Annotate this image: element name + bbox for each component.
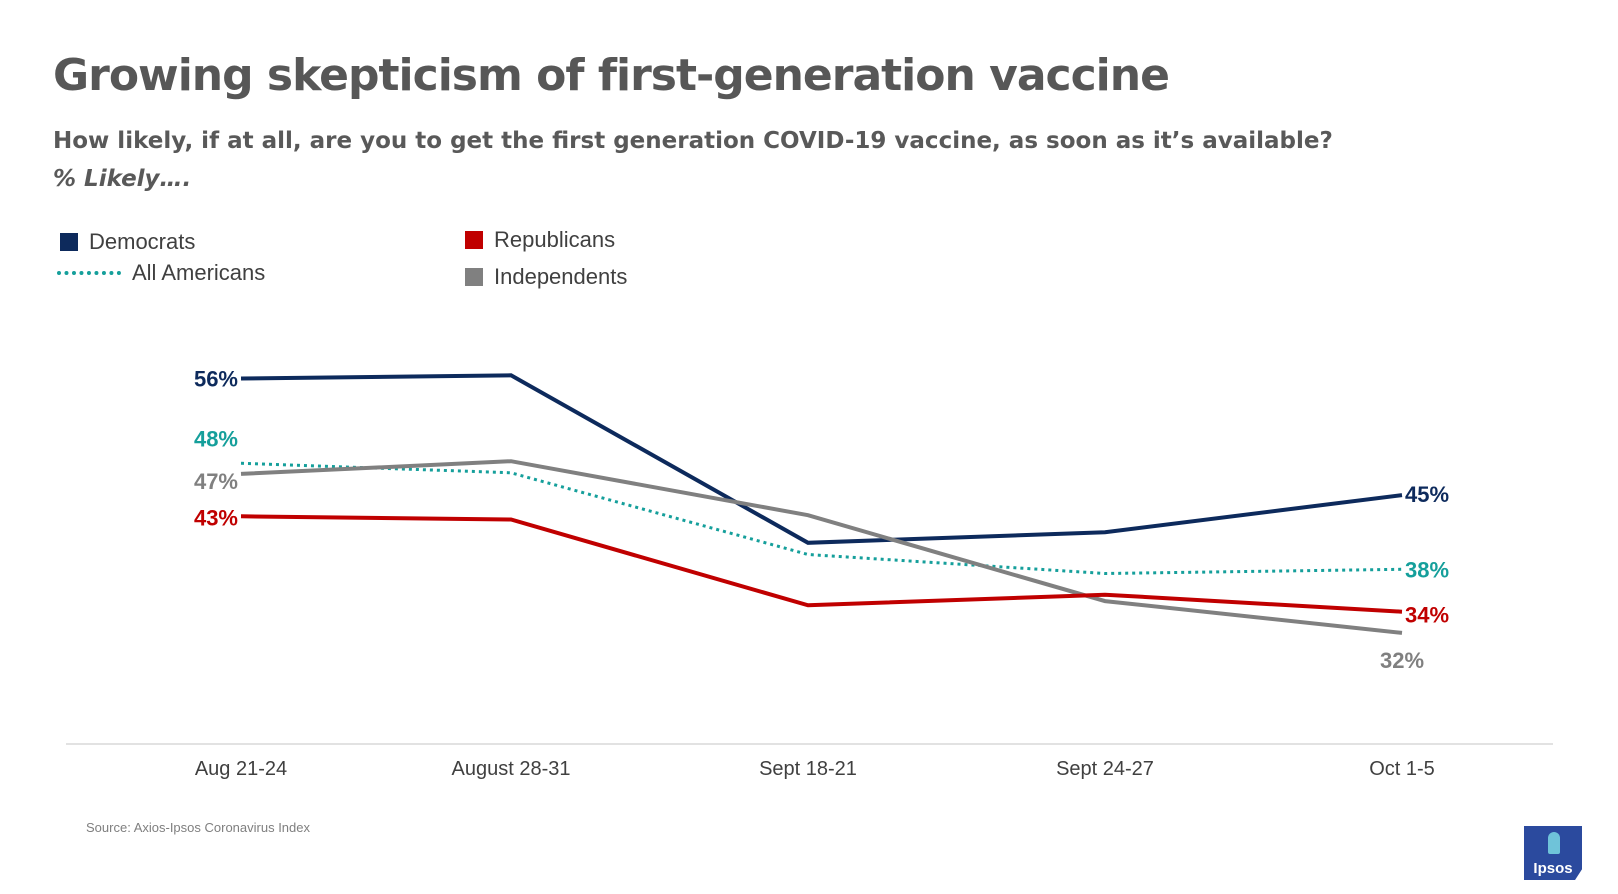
x-tick-label: August 28-31 xyxy=(452,758,571,780)
data-label-first-independents: 47% xyxy=(194,469,238,494)
logo-text: Ipsos xyxy=(1533,860,1573,877)
logo-icon xyxy=(1548,832,1560,854)
legend-all-americans: All Americans xyxy=(57,260,265,286)
data-label-last-independents: 32% xyxy=(1380,648,1424,673)
x-tick-label: Oct 1-5 xyxy=(1369,758,1435,780)
legend-label-republicans: Republicans xyxy=(494,227,616,252)
x-tick-label: Sept 24-27 xyxy=(1056,758,1154,780)
data-label-last-all-americans: 38% xyxy=(1405,557,1449,582)
series-line-republicans xyxy=(240,514,1403,614)
source-note: Source: Axios-Ipsos Coronavirus Index xyxy=(86,820,310,835)
legend-swatch-all-americans xyxy=(57,271,121,275)
legend-democrats: Democrats xyxy=(60,229,195,255)
x-tick-label: Aug 21-24 xyxy=(195,758,287,780)
legend-swatch-democrats xyxy=(60,233,78,251)
series-line-all-americans xyxy=(240,461,1403,576)
ipsos-logo: Ipsos xyxy=(1524,826,1582,880)
legend-swatch-independents xyxy=(465,268,483,286)
data-label-first-all-americans: 48% xyxy=(194,426,238,451)
legend-label-democrats: Democrats xyxy=(89,229,196,254)
data-label-last-republicans: 34% xyxy=(1405,603,1449,628)
legend-swatch-republicans xyxy=(465,231,483,249)
series-line-democrats xyxy=(240,373,1403,545)
legend-independents: Independents xyxy=(465,264,627,290)
data-label-first-republicans: 43% xyxy=(194,505,238,530)
legend-label-independents: Independents xyxy=(494,264,628,289)
data-label-first-democrats: 56% xyxy=(194,367,238,392)
chart-subtitle: How likely, if at all, are you to get th… xyxy=(53,128,1333,154)
series-line-independents xyxy=(240,459,1403,635)
data-label-last-democrats: 45% xyxy=(1405,482,1449,507)
x-tick-label: Sept 18-21 xyxy=(759,758,857,780)
page-title: Growing skepticism of first-generation v… xyxy=(53,50,1170,101)
chart-measure-label: % Likely…. xyxy=(53,166,192,192)
legend-republicans: Republicans xyxy=(465,227,615,253)
legend-label-all-americans: All Americans xyxy=(132,260,266,285)
